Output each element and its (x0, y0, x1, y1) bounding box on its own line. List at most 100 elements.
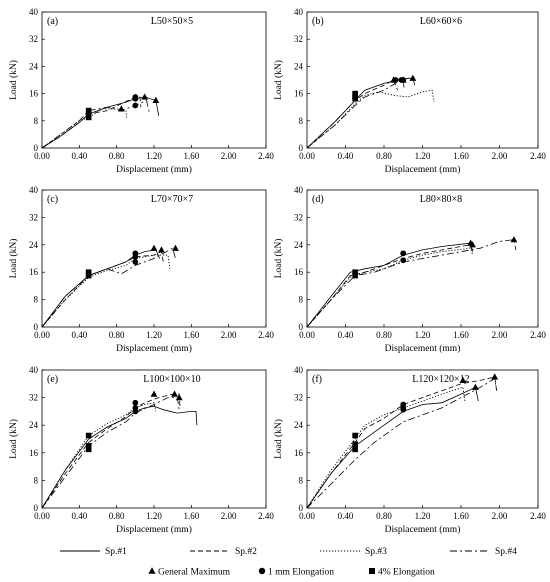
x-tick-label: 1.60 (183, 151, 199, 161)
series-line-1 (306, 386, 479, 509)
elongation-4pct-marker (85, 443, 92, 449)
legend-label: 4% Elongation (378, 568, 435, 578)
y-axis-label: Load (kN) (8, 60, 19, 100)
general-maximum-marker (175, 394, 183, 401)
elongation-4pct-marker (352, 446, 358, 453)
general-maximum-marker (152, 96, 160, 103)
y-axis-label: Load (kN) (8, 419, 19, 459)
y-tick-label: 24 (294, 61, 304, 71)
y-tick-label: 24 (294, 240, 304, 250)
y-tick-label: 8 (34, 475, 39, 485)
x-tick-label: 2.00 (492, 511, 508, 521)
panel-letter: (e) (47, 374, 58, 385)
legend-label: 1 mm Elongation (268, 568, 334, 578)
elongation-4pct-marker (352, 272, 358, 279)
legend-label: General Maximum (158, 568, 231, 578)
series-line-2 (41, 251, 164, 328)
elongation-4pct-marker (85, 269, 92, 275)
general-maximum-marker (171, 390, 178, 397)
x-tick-label: 0.40 (71, 151, 87, 161)
y-tick-label: 16 (294, 448, 304, 458)
panel-title: L120×120×12 (412, 374, 469, 385)
x-tick-label: 2.40 (530, 151, 546, 161)
x-tick-label: 0.40 (338, 330, 354, 340)
x-tick-label: 1.60 (183, 511, 199, 521)
series-line-1 (41, 96, 160, 149)
series-line-2 (306, 79, 398, 149)
x-tick-label: 0.40 (71, 511, 87, 521)
x-tick-label: 0.80 (376, 151, 392, 161)
x-tick-label: 0.00 (299, 511, 315, 521)
x-tick-label: 2.40 (258, 330, 274, 340)
y-tick-label: 8 (34, 295, 39, 305)
x-tick-label: 1.60 (183, 330, 199, 340)
panel-letter: (a) (47, 16, 58, 27)
x-tick-label: 1.20 (415, 511, 431, 521)
y-tick-label: 32 (29, 393, 38, 403)
general-maximum-marker (172, 244, 179, 251)
series-line-3 (41, 402, 157, 509)
panel-title: L50×50×5 (151, 16, 193, 27)
general-maximum-marker (117, 105, 125, 112)
y-axis-label: Load (kN) (273, 60, 284, 100)
y-tick-label: 24 (294, 420, 304, 430)
y-tick-label: 40 (29, 365, 39, 375)
legend-label: Sp.#3 (365, 547, 387, 557)
x-axis-label: Displacement (mm) (116, 524, 192, 535)
y-tick-label: 16 (29, 89, 39, 99)
series-line-3 (41, 108, 128, 149)
y-tick-label: 0 (299, 322, 304, 332)
x-axis-label: Displacement (mm) (385, 524, 461, 535)
y-tick-label: 8 (299, 116, 304, 126)
general-maximum-marker (150, 244, 158, 251)
series-line-2 (41, 96, 142, 149)
y-tick-label: 32 (29, 212, 38, 222)
legend-triangle-icon (148, 567, 156, 574)
y-tick-label: 32 (294, 212, 303, 222)
panel-letter: (f) (312, 374, 322, 385)
x-tick-label: 1.20 (415, 151, 431, 161)
panel-letter: (d) (312, 194, 324, 205)
series-line-4 (306, 377, 497, 509)
series-line-4 (306, 239, 517, 328)
y-tick-label: 16 (29, 448, 39, 458)
elongation-1mm-marker (132, 94, 139, 100)
x-tick-label: 2.40 (258, 511, 274, 521)
y-tick-label: 0 (299, 503, 304, 513)
general-maximum-marker (141, 93, 149, 100)
elongation-1mm-marker (400, 406, 407, 413)
plot-frame (41, 11, 267, 149)
legend-circle-icon (258, 567, 266, 575)
y-tick-label: 32 (29, 34, 38, 44)
x-axis-label: Displacement (mm) (385, 164, 461, 175)
elongation-4pct-marker (352, 432, 358, 439)
elongation-1mm-marker (400, 257, 407, 264)
x-tick-label: 1.20 (146, 511, 162, 521)
chart-panel-2: 0 8 16 24 32 40 0.00 0.40 0.80 1.20 1.60 2.00 2.40 Di… (273, 7, 546, 175)
elongation-1mm-marker (132, 259, 139, 265)
y-tick-label: 0 (299, 143, 304, 153)
series-line-2 (306, 376, 497, 509)
elongation-4pct-marker (85, 272, 92, 279)
elongation-1mm-marker (132, 102, 139, 109)
x-tick-label: 0.00 (34, 151, 50, 161)
series-line-4 (306, 79, 405, 149)
plot-frame (306, 11, 539, 149)
chart-panel-5: 0 8 16 24 32 40 0.00 0.40 0.80 1.20 1.60 2.00 2.40 Di… (8, 365, 274, 535)
elongation-1mm-marker (132, 408, 139, 415)
y-tick-label: 8 (299, 475, 304, 485)
x-tick-label: 0.80 (109, 330, 125, 340)
series-line-3 (41, 254, 171, 328)
x-tick-label: 2.40 (258, 151, 274, 161)
x-tick-label: 2.00 (221, 151, 237, 161)
x-tick-label: 0.80 (376, 330, 392, 340)
panel-title: L70×70×7 (151, 194, 193, 205)
x-tick-label: 1.60 (453, 330, 469, 340)
y-tick-label: 24 (29, 420, 39, 430)
plot-frame (306, 369, 539, 509)
series-line-3 (306, 89, 435, 149)
series-line-2 (41, 393, 181, 509)
series-line-3 (306, 247, 474, 328)
series-line-4 (41, 247, 176, 328)
general-maximum-marker (409, 74, 417, 81)
